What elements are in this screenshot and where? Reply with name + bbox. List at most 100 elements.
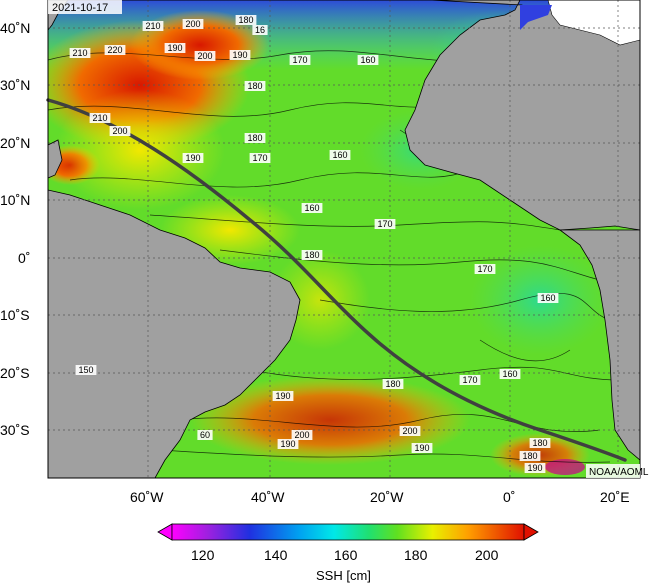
svg-text:200: 200 xyxy=(294,430,309,440)
lon-label: 0˚ xyxy=(503,489,515,505)
svg-text:190: 190 xyxy=(275,391,290,401)
svg-text:190: 190 xyxy=(232,50,247,60)
contour-label: 220 xyxy=(104,45,126,55)
contour-label: 150 xyxy=(75,365,97,375)
svg-text:190: 190 xyxy=(527,463,542,473)
svg-text:190: 190 xyxy=(167,43,182,53)
svg-text:16: 16 xyxy=(255,25,265,35)
lat-label: 40˚N xyxy=(0,20,30,36)
svg-text:220: 220 xyxy=(107,45,122,55)
colorbar-tick: 180 xyxy=(404,547,428,563)
lat-label: 30˚S xyxy=(0,422,30,438)
contour-label: 190 xyxy=(272,391,294,401)
lat-label: 10˚N xyxy=(0,192,30,208)
contour-label: 180 xyxy=(519,451,541,461)
contour-label: 60 xyxy=(197,430,213,440)
contour-label: 170 xyxy=(474,264,496,274)
svg-text:180: 180 xyxy=(247,81,262,91)
ship-track xyxy=(46,98,627,462)
lon-label: 20˚E xyxy=(600,489,630,505)
svg-text:160: 160 xyxy=(332,150,347,160)
colorbar-title: SSH [cm] xyxy=(316,568,371,583)
contour-label: 210 xyxy=(89,113,111,123)
contour-label: 170 xyxy=(289,55,311,65)
lat-label: 20˚N xyxy=(0,135,30,151)
svg-text:180: 180 xyxy=(532,438,547,448)
contour-label: 180 xyxy=(235,15,257,25)
lat-label: 20˚S xyxy=(0,365,30,381)
svg-text:190: 190 xyxy=(185,153,200,163)
svg-text:200: 200 xyxy=(402,426,417,436)
contour-label: 200 xyxy=(109,126,131,136)
credit-label: NOAA/AOML xyxy=(589,467,649,478)
contour-label: 190 xyxy=(411,443,433,453)
svg-text:170: 170 xyxy=(462,375,477,385)
contour-label: 190 xyxy=(524,463,546,473)
svg-text:180: 180 xyxy=(522,451,537,461)
contour-label: 200 xyxy=(194,51,216,61)
colorbar-tick: 200 xyxy=(475,547,499,563)
contour-label: 200 xyxy=(182,19,204,29)
contour-label: 190 xyxy=(182,153,204,163)
contour-label: 210 xyxy=(142,21,164,31)
contour-label: 160 xyxy=(537,293,559,303)
contour-label: 190 xyxy=(229,50,251,60)
contour-label: 180 xyxy=(244,133,266,143)
svg-text:190: 190 xyxy=(280,439,295,449)
map-frame xyxy=(47,0,641,479)
svg-text:210: 210 xyxy=(145,21,160,31)
svg-text:60: 60 xyxy=(200,430,210,440)
contour-label: 16 xyxy=(252,25,268,35)
contour-label: 170 xyxy=(374,219,396,229)
svg-text:160: 160 xyxy=(304,203,319,213)
lat-label: 0˚ xyxy=(18,250,30,266)
contour-label: 180 xyxy=(529,438,551,448)
svg-text:180: 180 xyxy=(304,250,319,260)
svg-text:170: 170 xyxy=(252,153,267,163)
svg-text:190: 190 xyxy=(414,443,429,453)
colorbar: 120 140 160 180 200 SSH [cm] xyxy=(157,523,539,583)
svg-text:170: 170 xyxy=(292,55,307,65)
svg-text:160: 160 xyxy=(540,293,555,303)
lon-label: 20˚W xyxy=(370,489,404,505)
contour-label: 200 xyxy=(291,430,313,440)
lat-label: 30˚N xyxy=(0,77,30,93)
lon-label: 40˚W xyxy=(251,489,285,505)
mediterranean-area xyxy=(520,0,641,46)
svg-text:170: 170 xyxy=(377,219,392,229)
colorbar-tick: 120 xyxy=(191,547,215,563)
svg-text:160: 160 xyxy=(360,55,375,65)
contour-label: 160 xyxy=(357,55,379,65)
svg-text:180: 180 xyxy=(385,379,400,389)
contour-label: 160 xyxy=(301,203,323,213)
svg-text:210: 210 xyxy=(92,113,107,123)
svg-text:200: 200 xyxy=(197,51,212,61)
svg-text:160: 160 xyxy=(502,369,517,379)
graticule xyxy=(48,0,640,478)
contour-label: 190 xyxy=(164,43,186,53)
contour-label: 170 xyxy=(249,153,271,163)
colorbar-tick: 140 xyxy=(264,547,288,563)
date-label: 2021-10-17 xyxy=(52,2,108,14)
svg-text:200: 200 xyxy=(112,126,127,136)
contour-label: 180 xyxy=(382,379,404,389)
contour-label: 160 xyxy=(499,369,521,379)
contour-label: 180 xyxy=(244,81,266,91)
contour-label: 190 xyxy=(277,439,299,449)
contour-label: 210 xyxy=(69,48,91,58)
lat-label: 10˚S xyxy=(0,307,30,323)
longitude-labels: 60˚W 40˚W 20˚W 0˚ 20˚E xyxy=(130,489,630,505)
svg-text:170: 170 xyxy=(477,264,492,274)
latitude-labels: 40˚N 30˚N 20˚N 10˚N 0˚ 10˚S 20˚S 30˚S xyxy=(0,20,30,438)
contour-label: 180 xyxy=(301,250,323,260)
contour-label: 200 xyxy=(399,426,421,436)
contour-label: 160 xyxy=(329,150,351,160)
svg-text:150: 150 xyxy=(78,365,93,375)
svg-text:210: 210 xyxy=(72,48,87,58)
svg-text:200: 200 xyxy=(185,19,200,29)
svg-text:180: 180 xyxy=(247,133,262,143)
svg-text:180: 180 xyxy=(238,15,253,25)
colorbar-tick: 160 xyxy=(334,547,358,563)
